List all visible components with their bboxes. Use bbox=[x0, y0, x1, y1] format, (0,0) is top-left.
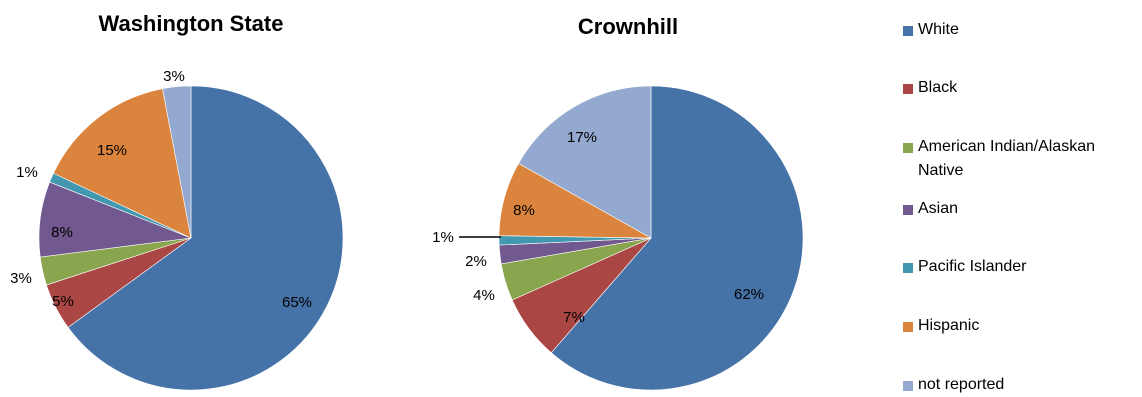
pie-crownhill-label-american-indian: 4% bbox=[473, 287, 495, 304]
pie-washington-slice-white bbox=[67, 85, 344, 391]
legend-swatch-black bbox=[903, 84, 913, 94]
legend-swatch-asian bbox=[903, 205, 913, 215]
legend-label-black: Black bbox=[918, 79, 958, 96]
pie-washington-label-pacific-islander: 1% bbox=[16, 164, 38, 181]
legend-label-american-indian: American Indian/Alaskan Native bbox=[918, 138, 1095, 179]
pie-washington: 65% 5% 3% 8% 1% 15% 3% bbox=[10, 68, 344, 391]
pie-washington-label-asian: 8% bbox=[51, 224, 73, 241]
legend-label-hispanic: Hispanic bbox=[918, 317, 980, 334]
pie-washington-label-white: 65% bbox=[282, 294, 312, 311]
pie-washington-slice-not-reported bbox=[162, 85, 192, 239]
pie-crownhill-label-white: 62% bbox=[734, 286, 764, 303]
pie-crownhill-slice-white bbox=[550, 85, 804, 391]
legend-label-asian: Asian bbox=[918, 200, 959, 217]
legend-label-white: White bbox=[918, 21, 959, 38]
legend-swatch-pacific-islander bbox=[903, 263, 913, 273]
chart-title-washington: Washington State bbox=[99, 11, 284, 36]
pie-crownhill-label-pacific-islander: 1% bbox=[432, 229, 454, 246]
legend: White Black American Indian/Alaskan Nati… bbox=[903, 0, 1142, 395]
legend-swatch-not-reported bbox=[903, 381, 913, 391]
chart-title-crownhill: Crownhill bbox=[578, 14, 678, 39]
pie-crownhill-label-hispanic: 8% bbox=[513, 202, 535, 219]
pie-washington-label-black: 5% bbox=[52, 293, 74, 310]
legend-item-not-reported: not reported bbox=[903, 376, 1133, 397]
pie-washington-label-american-indian: 3% bbox=[10, 270, 32, 287]
legend-item-hispanic: Hispanic bbox=[903, 317, 1133, 338]
legend-item-white: White bbox=[903, 21, 1133, 42]
pie-crownhill-label-not-reported: 17% bbox=[567, 129, 597, 146]
legend-item-asian: Asian bbox=[903, 200, 1133, 221]
legend-label-not-reported: not reported bbox=[918, 376, 1005, 393]
pie-crownhill-label-asian: 2% bbox=[465, 253, 487, 270]
legend-swatch-white bbox=[903, 26, 913, 36]
legend-item-pacific-islander: Pacific Islander bbox=[903, 258, 1133, 279]
legend-swatch-american-indian bbox=[903, 143, 913, 153]
pie-crownhill: 62% 7% 4% 2% 1% 8% 17% bbox=[432, 85, 804, 391]
pie-crownhill-label-black: 7% bbox=[563, 309, 585, 326]
pie-crownhill-slice-not-reported bbox=[518, 85, 652, 239]
legend-swatch-hispanic bbox=[903, 322, 913, 332]
pie-washington-slice-hispanic bbox=[53, 88, 192, 239]
pie-washington-label-hispanic: 15% bbox=[97, 142, 127, 159]
legend-item-american-indian: American Indian/Alaskan Native bbox=[903, 138, 1133, 183]
legend-item-black: Black bbox=[903, 79, 1133, 100]
pie-washington-label-not-reported: 3% bbox=[163, 68, 185, 85]
legend-label-pacific-islander: Pacific Islander bbox=[918, 258, 1027, 275]
